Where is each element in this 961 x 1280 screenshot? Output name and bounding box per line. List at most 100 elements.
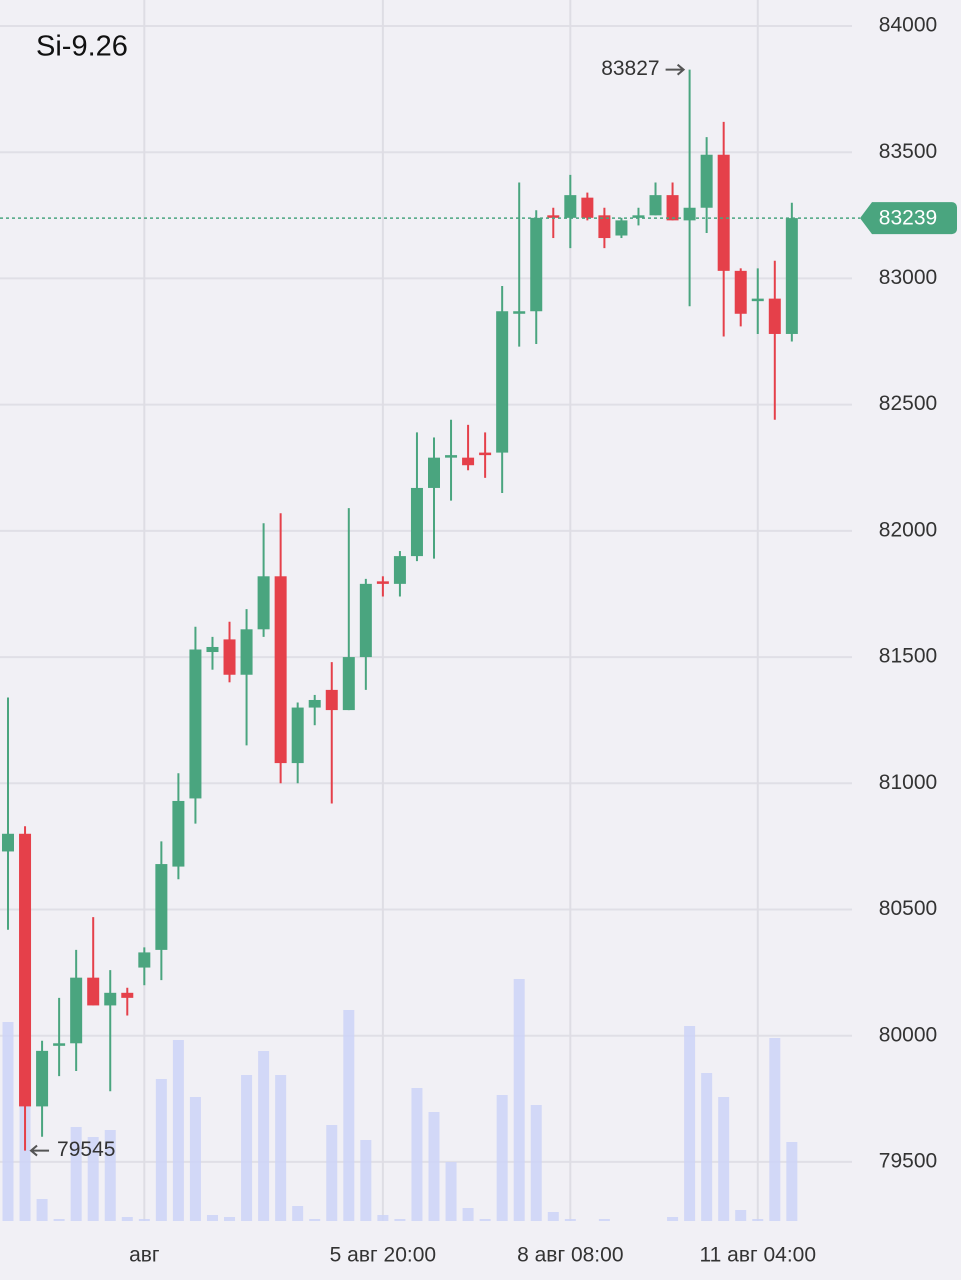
volume-bar	[206, 1215, 218, 1221]
candle-body	[615, 220, 628, 236]
candle-body	[376, 581, 389, 584]
volume-bar	[411, 1088, 423, 1221]
volume-bar	[2, 1022, 14, 1221]
candle-body	[70, 977, 83, 1044]
candle-body	[428, 457, 440, 488]
volume-bar	[155, 1079, 167, 1221]
volume-bar	[496, 1095, 508, 1221]
volume-bar	[513, 979, 525, 1221]
candle-body	[393, 556, 406, 584]
volume-bar	[479, 1219, 491, 1221]
volume-bar	[377, 1215, 389, 1221]
candle-body	[700, 154, 713, 208]
volume-bar	[292, 1206, 304, 1221]
last-price-tag	[860, 202, 957, 235]
candle-body	[734, 270, 747, 314]
volume-bar	[326, 1125, 338, 1221]
volume-bar	[87, 1137, 99, 1221]
candle-body	[479, 452, 492, 456]
candle-body	[53, 1043, 66, 1046]
volume-bar	[598, 1219, 610, 1221]
candle-body	[462, 457, 475, 466]
volume-bar	[428, 1112, 440, 1221]
candle-body	[172, 800, 185, 867]
arrow	[29, 1144, 50, 1157]
candle-body	[445, 455, 458, 458]
volume-bar	[564, 1219, 576, 1221]
low-annotation: 79545	[57, 1138, 115, 1161]
volume-bar	[241, 1075, 253, 1221]
volume-bar	[53, 1219, 65, 1221]
candle-body	[138, 952, 151, 968]
candle-body	[359, 583, 372, 658]
candle-body	[223, 639, 236, 675]
labels: 79500 80000 80500 81000 81500 82000 82500 83000…	[0, 14, 957, 1267]
candle-body	[36, 1050, 49, 1107]
candle-body	[342, 657, 355, 711]
volume-bar	[309, 1219, 321, 1221]
candle-body	[564, 195, 577, 218]
y-tick-label: 81000	[879, 771, 937, 794]
candle-body	[632, 215, 645, 218]
high-annotation: 83827	[601, 57, 659, 80]
volume-bar	[258, 1051, 270, 1221]
y-tick-label: 83000	[879, 266, 937, 289]
candle-body	[257, 576, 270, 630]
candles	[2, 69, 798, 1151]
volume-pane	[2, 979, 798, 1221]
candle-body	[717, 154, 730, 271]
volume-bar	[735, 1210, 747, 1221]
candle-body	[206, 646, 219, 653]
candle-body	[104, 992, 117, 1006]
x-tick-label: 8 авг 08:00	[517, 1244, 623, 1267]
x-tick-label: 11 авг 04:00	[700, 1244, 817, 1267]
x-tick-label: 5 авг 20:00	[330, 1244, 436, 1267]
volume-bar	[121, 1217, 133, 1221]
volume-bar	[394, 1219, 406, 1221]
candle-body	[291, 707, 304, 764]
volume-bar	[667, 1217, 679, 1221]
candle-body	[666, 195, 679, 221]
candle-body	[308, 699, 321, 708]
volume-bar	[684, 1026, 696, 1221]
grid	[0, 0, 852, 1221]
candle-body	[581, 197, 594, 218]
candle-body	[274, 576, 287, 764]
volume-bar	[530, 1105, 542, 1221]
volume-bar	[343, 1010, 355, 1221]
candle-body	[530, 217, 543, 312]
candle-body	[240, 629, 253, 675]
candle-body	[683, 207, 696, 221]
volume-bar	[445, 1162, 457, 1221]
volume-bar	[701, 1073, 713, 1221]
candle-body	[87, 977, 100, 1006]
volume-bar	[360, 1140, 372, 1221]
candle-body	[768, 298, 781, 334]
volume-bar	[36, 1199, 48, 1221]
y-tick-label: 79500	[879, 1149, 937, 1172]
volume-bar	[70, 1127, 82, 1221]
y-tick-label: 81500	[879, 645, 937, 668]
candle-body	[2, 833, 14, 852]
volume-bar	[718, 1097, 730, 1221]
candle-body	[751, 298, 764, 302]
volume-bar	[769, 1038, 781, 1221]
y-tick-label: 80000	[879, 1023, 937, 1046]
volume-bar	[172, 1040, 184, 1221]
candle-body	[496, 311, 509, 453]
arrow	[665, 63, 686, 76]
volume-bar	[275, 1075, 287, 1221]
y-tick-label: 82000	[879, 518, 937, 541]
volume-bar	[752, 1219, 764, 1221]
y-tick-label: 84000	[879, 14, 937, 37]
y-tick-label: 82500	[879, 392, 937, 415]
candle-body	[410, 487, 423, 557]
last-price-label: 83239	[879, 207, 937, 230]
volume-bar	[786, 1142, 798, 1221]
volume-bar	[104, 1130, 116, 1221]
y-tick-label: 80500	[879, 897, 937, 920]
volume-bar	[462, 1208, 474, 1221]
volume-bar	[224, 1217, 236, 1221]
candle-body	[121, 992, 134, 998]
